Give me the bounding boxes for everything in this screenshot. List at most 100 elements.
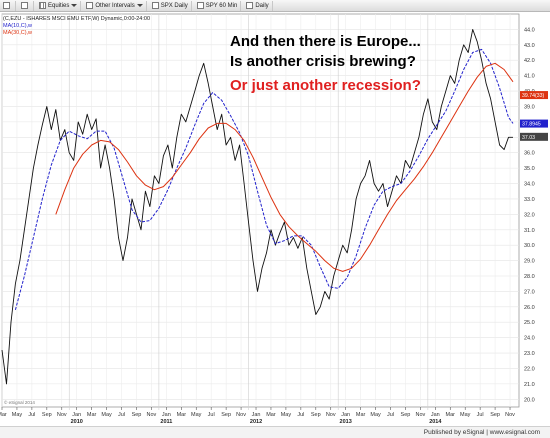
x-tick-label: Jan: [162, 412, 171, 418]
x-tick-label: Sep: [132, 412, 142, 418]
toolbar-item-label: SPY 60 Min: [205, 2, 238, 9]
series-line-ezu: [1, 28, 513, 385]
square-icon: [151, 2, 159, 9]
x-tick-label: Jul: [118, 412, 125, 418]
toolbar-item-0[interactable]: [0, 0, 16, 11]
x-tick-label: Mar: [446, 412, 456, 418]
toolbar-item-4[interactable]: SPX Daily: [149, 0, 192, 11]
square-icon: [21, 2, 28, 9]
chevron-down-icon: [136, 4, 143, 7]
x-tick-label: Nov: [236, 412, 246, 418]
status-bar: Published by eSignal | www.esignal.com: [0, 426, 550, 438]
x-tick-label: Sep: [401, 412, 411, 418]
x-tick-label: Nov: [415, 412, 425, 418]
x-year-label: 2014: [429, 419, 442, 425]
toolbar-item-label: SPX Daily: [160, 2, 188, 9]
x-tick-label: Mar: [0, 412, 7, 418]
y-tick-label: 29.0: [524, 259, 535, 265]
square-icon: [246, 2, 254, 9]
x-year-label: 2010: [71, 419, 83, 425]
price-chart: 20.0 21.0 22.0 23.0 24.0 25.0 26.0 27.0 28.0 29.0…: [0, 13, 548, 425]
y-tick-label: 28.0: [524, 274, 535, 280]
x-tick-label: Jan: [72, 412, 81, 418]
toolbar-item-1[interactable]: [18, 0, 34, 11]
x-tick-label: Nov: [57, 412, 67, 418]
x-tick-label: Jul: [477, 412, 484, 418]
x-tick-label: Jul: [387, 412, 394, 418]
toolbar-item-label: Equities: [48, 2, 70, 9]
y-tick-label: 24.0: [524, 336, 535, 342]
y-tick-label: 41.0: [524, 74, 535, 80]
y-tick-label: 27.0: [524, 289, 535, 295]
plot-border: [1, 13, 520, 408]
series-line-ma30: [55, 62, 514, 272]
toolbar-item-label: Daily: [255, 2, 269, 9]
toolbar-item-5[interactable]: SPY 60 Min: [194, 0, 242, 11]
grid-icon: [39, 2, 46, 9]
toolbar-item-label: Other Intervals: [95, 2, 135, 9]
y-tick-label: 36.0: [524, 151, 535, 157]
legend-entry: MA(30,C),w: [3, 30, 32, 36]
x-tick-label: Jul: [297, 412, 304, 418]
x-tick-label: May: [191, 412, 202, 418]
toolbar-item-6[interactable]: Daily: [243, 0, 273, 11]
published-by-text: Published by eSignal | www.esignal.com: [423, 429, 540, 436]
square-icon: [86, 2, 94, 9]
y-tick-label: 21.0: [524, 382, 535, 388]
x-tick-label: Nov: [505, 412, 515, 418]
toolbar-item-2[interactable]: Equities: [36, 0, 82, 11]
x-year-label: 2012: [250, 419, 262, 425]
y-tick-label: 20.0: [524, 397, 535, 403]
y-tick-label: 23.0: [524, 351, 535, 357]
x-tick-label: Sep: [221, 412, 231, 418]
chart-title: And then there is Europe... Is another c…: [230, 33, 421, 70]
y-tick-label: 34.0: [524, 182, 535, 188]
y-tick-label: 35.0: [524, 166, 535, 172]
y-tick-label: 31.0: [524, 228, 535, 234]
x-tick-label: Nov: [326, 412, 336, 418]
y-tick-label: 43.0: [524, 43, 535, 49]
x-tick-label: Mar: [356, 412, 366, 418]
price-tag: [520, 119, 548, 128]
watermark-text: © eSignal 2014: [4, 399, 35, 405]
legend-entry: MA(10,C),w: [3, 23, 32, 29]
y-tick-label: 30.0: [524, 243, 535, 249]
x-tick-label: Nov: [147, 412, 157, 418]
y-tick-label: 22.0: [524, 366, 535, 372]
x-tick-label: Jul: [28, 412, 35, 418]
price-tag-label: 37.8945: [522, 122, 541, 128]
x-tick-label: May: [460, 412, 471, 418]
price-tag-label: 39.74(33): [522, 93, 544, 99]
series-line-ma10: [14, 48, 514, 311]
x-tick-label: Jul: [208, 412, 215, 418]
chart-subtitle: Or just another recession?: [230, 77, 421, 94]
x-tick-label: Jan: [341, 412, 350, 418]
chart-toolbar: Equities Other Intervals SPX Daily SPY 60 M…: [0, 0, 550, 12]
y-tick-label: 44.0: [524, 27, 535, 33]
square-icon: [3, 2, 10, 9]
x-year-label: 2011: [160, 419, 172, 425]
x-tick-label: Jan: [431, 412, 440, 418]
y-tick-label: 32.0: [524, 212, 535, 218]
x-tick-label: Sep: [42, 412, 52, 418]
x-tick-label: Mar: [177, 412, 187, 418]
y-tick-label: 25.0: [524, 320, 535, 326]
x-year-label: 2013: [340, 419, 352, 425]
x-tick-label: Jan: [252, 412, 261, 418]
y-tick-label: 42.0: [524, 58, 535, 64]
chevron-down-icon: [71, 4, 78, 7]
y-tick-label: 33.0: [524, 197, 535, 203]
x-tick-label: Mar: [266, 412, 276, 418]
x-tick-label: May: [101, 412, 112, 418]
x-tick-label: May: [12, 412, 23, 418]
square-icon: [196, 2, 204, 9]
price-tag-label: 37.03: [522, 135, 535, 141]
x-tick-label: Sep: [311, 412, 321, 418]
toolbar-item-3[interactable]: Other Intervals: [83, 0, 147, 11]
x-tick-label: May: [281, 412, 292, 418]
symbol-label: (C,EZU - ISHARES MSCI EMU ETF,W) Dynamic…: [3, 16, 150, 22]
price-tag: [520, 91, 548, 100]
y-tick-label: 26.0: [524, 305, 535, 311]
x-tick-label: May: [370, 412, 381, 418]
